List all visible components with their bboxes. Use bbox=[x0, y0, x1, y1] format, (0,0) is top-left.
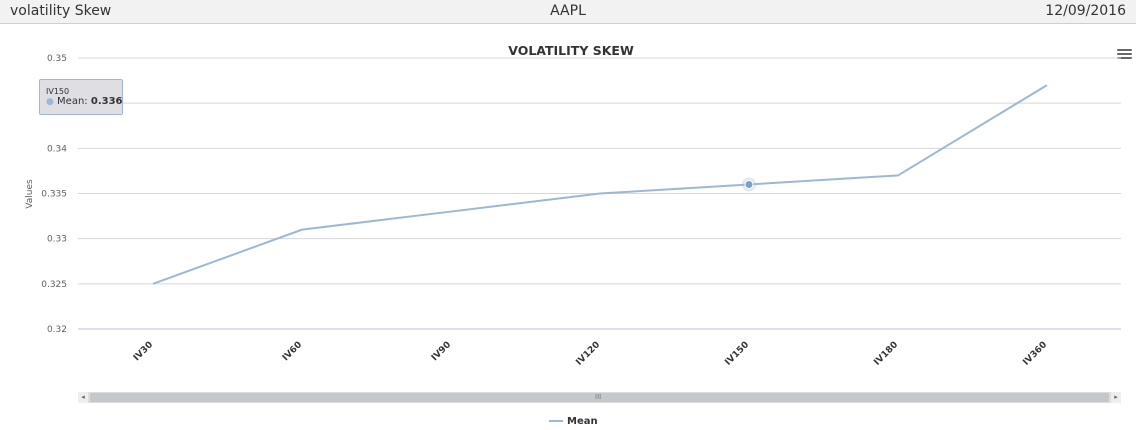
scroll-right-icon[interactable]: ▸ bbox=[1111, 392, 1121, 403]
x-tick-label: IV90 bbox=[430, 340, 453, 363]
tooltip-dot-icon: ● bbox=[46, 97, 54, 107]
tooltip-category: IV150 bbox=[46, 87, 70, 96]
x-tick-label: IV360 bbox=[1021, 340, 1049, 368]
x-tick-label: IV60 bbox=[281, 340, 304, 363]
x-tick-label: IV30 bbox=[132, 340, 155, 363]
data-tooltip: IV150 ● Mean: 0.336 bbox=[39, 79, 123, 115]
tooltip-value: 0.336 bbox=[90, 96, 123, 107]
hover-point bbox=[744, 179, 754, 189]
y-tick-label: 0.325 bbox=[41, 280, 67, 290]
legend-label: Mean bbox=[567, 416, 598, 427]
y-axis-title: Values bbox=[25, 179, 35, 209]
series-line-mean bbox=[152, 84, 1048, 285]
symbol-label: AAPL bbox=[550, 3, 586, 19]
y-tick-label: 0.33 bbox=[47, 235, 67, 245]
hamburger-menu-icon[interactable] bbox=[1117, 49, 1132, 61]
legend-swatch bbox=[549, 420, 563, 422]
y-tick-label: 0.34 bbox=[47, 144, 67, 154]
scrollbar-thumb[interactable]: III bbox=[90, 393, 1109, 402]
date-label: 12/09/2016 bbox=[1045, 3, 1126, 19]
y-tick-label: 0.32 bbox=[47, 325, 67, 335]
x-tick-label: IV180 bbox=[872, 340, 900, 368]
scroll-left-icon[interactable]: ◂ bbox=[78, 392, 88, 403]
x-tick-label: IV120 bbox=[574, 340, 602, 368]
x-tick-label: IV150 bbox=[723, 340, 751, 368]
chart-title: VOLATILITY SKEW bbox=[508, 43, 634, 58]
chart-scrollbar[interactable]: ◂ III ▸ bbox=[78, 392, 1121, 403]
y-tick-label: 0.35 bbox=[47, 54, 67, 64]
tooltip-series: Mean bbox=[57, 96, 85, 107]
scroll-grip-icon: III bbox=[595, 393, 602, 401]
y-tick-label: 0.335 bbox=[41, 190, 67, 200]
title-bar: volatility Skew AAPL 12/09/2016 bbox=[0, 0, 1136, 24]
legend-item-mean[interactable]: Mean bbox=[549, 416, 598, 430]
panel-title: volatility Skew bbox=[10, 3, 112, 19]
